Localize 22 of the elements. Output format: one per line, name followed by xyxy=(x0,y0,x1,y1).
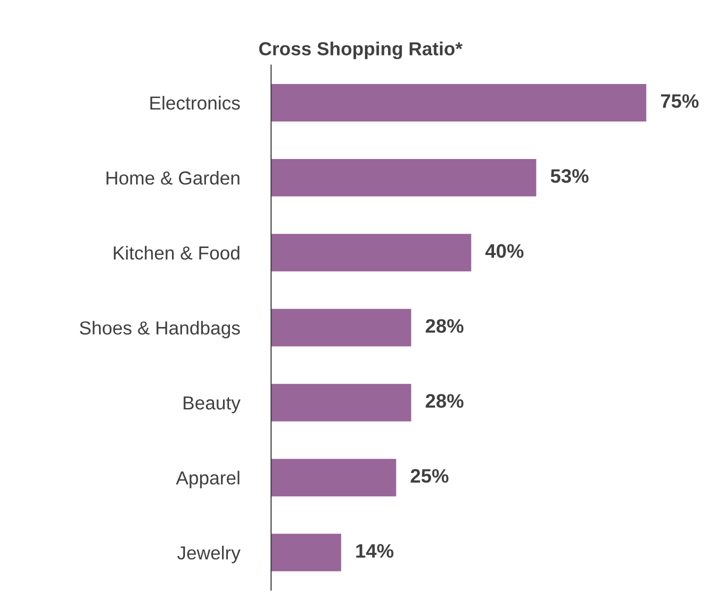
data-label: 75% xyxy=(661,94,699,108)
y-tick-label: Jewelry xyxy=(177,546,241,564)
data-label: 25% xyxy=(410,469,448,483)
y-tick-label: Beauty xyxy=(184,396,241,414)
data-label: 40% xyxy=(485,244,524,258)
y-tick-label: Kitchen & Food xyxy=(114,246,240,260)
data-label: 28% xyxy=(426,319,464,333)
bar xyxy=(271,234,472,272)
bar xyxy=(271,84,646,122)
y-tick-label: Home & Garden xyxy=(106,170,240,185)
bar xyxy=(271,158,536,196)
y-tick-label: Electronics xyxy=(150,96,240,110)
bar xyxy=(271,308,412,346)
data-label: 28% xyxy=(426,394,464,408)
bar xyxy=(271,458,396,496)
data-label: 14% xyxy=(356,544,394,558)
y-tick-label: Shoes & Handbags xyxy=(80,320,240,338)
bar xyxy=(271,534,342,572)
y-tick-label: Apparel xyxy=(176,470,240,488)
chart-title: Cross Shopping Ratio* xyxy=(259,42,463,60)
bar xyxy=(271,384,412,422)
data-label: 53% xyxy=(550,169,589,183)
